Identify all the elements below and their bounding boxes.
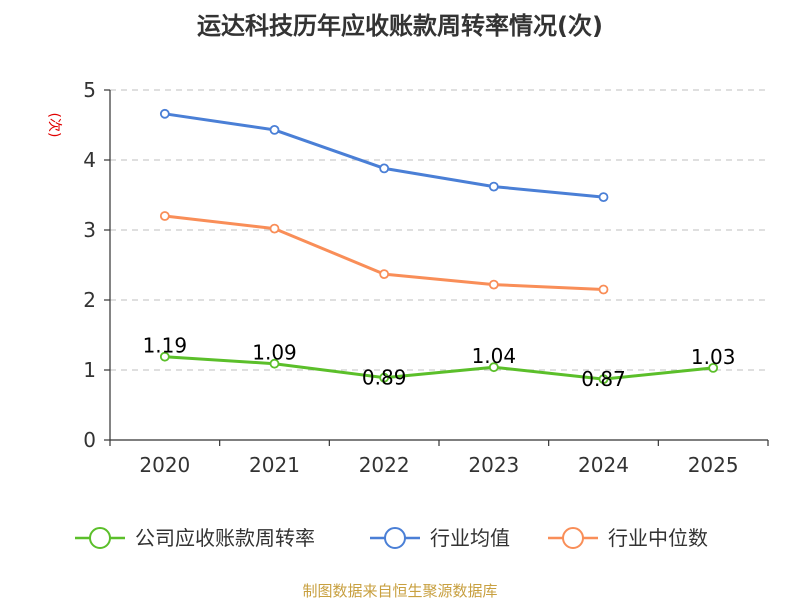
x-tick-label: 2021 bbox=[249, 453, 300, 477]
series-line bbox=[164, 355, 714, 381]
legend-label: 行业均值 bbox=[430, 526, 510, 550]
legend: 公司应收账款周转率 行业均值 行业中位数 bbox=[75, 526, 708, 550]
data-point bbox=[488, 181, 499, 192]
grid-lines bbox=[110, 89, 768, 371]
y-tick-label: 1 bbox=[83, 358, 96, 382]
y-axis-label: (次) bbox=[46, 113, 62, 138]
data-point bbox=[598, 192, 609, 203]
data-label: 1.04 bbox=[472, 344, 517, 368]
data-point bbox=[159, 108, 170, 119]
x-tick-label: 2020 bbox=[139, 453, 190, 477]
legend-marker bbox=[89, 527, 111, 549]
y-tick-label: 0 bbox=[83, 428, 96, 452]
y-tick-label: 5 bbox=[83, 78, 96, 102]
data-point bbox=[598, 374, 609, 385]
data-point bbox=[488, 362, 499, 373]
x-tick-label: 2023 bbox=[468, 453, 519, 477]
data-point bbox=[379, 269, 390, 280]
x-tick-label: 2024 bbox=[578, 453, 629, 477]
data-point bbox=[598, 284, 609, 295]
data-point bbox=[379, 163, 390, 174]
axes: 0 1 2 3 4 5 2020 2021 2022 2023 2024 2025 bbox=[83, 78, 769, 477]
data-label: 0.87 bbox=[581, 367, 626, 391]
data-label: 1.09 bbox=[252, 341, 297, 365]
data-point bbox=[269, 223, 280, 234]
data-point bbox=[269, 124, 280, 135]
data-point bbox=[708, 362, 719, 373]
data-point bbox=[159, 351, 170, 362]
legend-label: 公司应收账款周转率 bbox=[135, 526, 315, 550]
data-labels: 1.19 1.09 0.89 1.04 0.87 1.03 bbox=[143, 334, 736, 391]
y-tick-label: 3 bbox=[83, 218, 96, 242]
series-line bbox=[164, 112, 604, 199]
x-tick-label: 2025 bbox=[688, 453, 739, 477]
y-tick-label: 2 bbox=[83, 288, 96, 312]
chart-title: 运达科技历年应收账款周转率情况(次) bbox=[197, 12, 603, 40]
data-label: 1.19 bbox=[143, 334, 188, 358]
data-point bbox=[159, 211, 170, 221]
legend-marker bbox=[562, 527, 584, 549]
y-tick-label: 4 bbox=[83, 148, 96, 172]
data-label: 1.03 bbox=[691, 345, 736, 369]
data-point bbox=[488, 279, 499, 290]
data-label: 0.89 bbox=[362, 366, 407, 390]
series-lines bbox=[159, 108, 719, 385]
x-tick-label: 2022 bbox=[359, 453, 410, 477]
legend-label: 行业中位数 bbox=[608, 526, 708, 550]
data-point bbox=[379, 372, 390, 383]
legend-marker bbox=[384, 527, 406, 549]
data-point bbox=[269, 358, 280, 369]
source-note: 制图数据来自恒生聚源数据库 bbox=[302, 582, 497, 600]
